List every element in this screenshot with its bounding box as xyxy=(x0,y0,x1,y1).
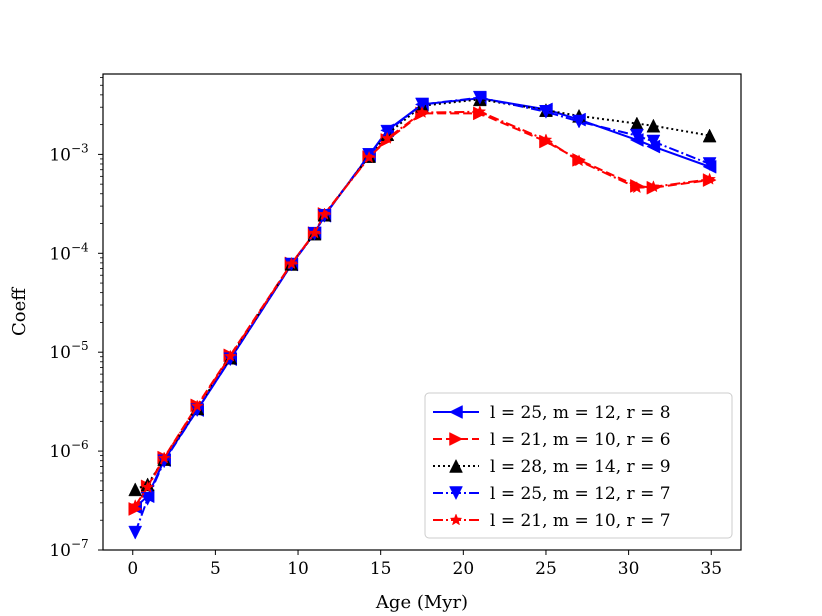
series-line xyxy=(134,98,710,491)
legend-item: l = 21, m = 10, r = 7 xyxy=(433,511,671,531)
x-tick-label: 0 xyxy=(127,559,138,579)
legend-marker xyxy=(448,405,463,419)
y-tick-label: 10−6 xyxy=(49,438,88,462)
data-point xyxy=(128,525,143,540)
plot-frame xyxy=(102,73,742,551)
data-point xyxy=(157,451,171,464)
data-point xyxy=(572,154,586,167)
legend-box xyxy=(424,392,733,539)
legend-item: l = 28, m = 14, r = 9 xyxy=(433,457,671,477)
y-tick-label: 10−5 xyxy=(49,339,88,363)
legend-label: l = 25, m = 12, r = 7 xyxy=(490,484,671,504)
series-layer xyxy=(128,90,717,540)
data-point xyxy=(362,150,376,163)
legend-marker xyxy=(449,458,463,473)
x-axis-label: Age (Myr) xyxy=(375,592,468,613)
legend-label: l = 28, m = 14, r = 9 xyxy=(490,457,671,477)
legend: l = 25, m = 12, r = 8 l = 21, m = 10, r =… xyxy=(424,392,733,539)
data-point xyxy=(380,124,395,139)
data-point xyxy=(539,104,553,119)
data-point xyxy=(702,157,717,172)
x-tick-label: 30 xyxy=(618,559,640,579)
data-point xyxy=(473,105,487,118)
data-point xyxy=(415,97,429,112)
data-point xyxy=(630,181,644,194)
series-5 xyxy=(128,105,716,512)
legend-marker xyxy=(449,486,463,501)
data-point xyxy=(572,114,586,129)
data-point xyxy=(128,482,143,497)
data-point xyxy=(702,128,717,143)
data-point xyxy=(141,480,154,493)
data-point xyxy=(285,257,298,270)
x-tick-label: 15 xyxy=(370,559,392,579)
x-tick-label: 35 xyxy=(700,559,722,579)
data-point xyxy=(190,399,204,412)
legend-item: l = 21, m = 10, r = 6 xyxy=(433,430,671,450)
y-tick-label: 10−7 xyxy=(49,537,88,561)
data-point xyxy=(629,128,644,143)
data-point xyxy=(140,491,155,506)
x-tick-label: 25 xyxy=(535,559,557,579)
data-point xyxy=(539,133,553,146)
data-point xyxy=(380,131,394,144)
data-point xyxy=(647,180,660,193)
data-point xyxy=(472,90,487,105)
x-tick-label: 5 xyxy=(210,559,221,579)
data-point xyxy=(646,118,661,133)
legend-item: l = 25, m = 12, r = 7 xyxy=(433,484,671,504)
legend-label: l = 21, m = 10, r = 7 xyxy=(490,511,671,531)
data-point xyxy=(318,207,331,220)
legend-item: l = 25, m = 12, r = 8 xyxy=(433,403,671,423)
data-point xyxy=(703,172,716,185)
legend-marker xyxy=(449,432,464,446)
data-point xyxy=(223,349,237,362)
data-point xyxy=(128,499,142,512)
y-tick-label: 10−3 xyxy=(49,141,88,165)
x-tick-label: 10 xyxy=(287,559,309,579)
legend-marker xyxy=(449,513,463,526)
data-point xyxy=(308,226,321,239)
y-tick-label: 10−4 xyxy=(49,240,89,264)
legend-label: l = 25, m = 12, r = 8 xyxy=(490,403,671,423)
legend-label: l = 21, m = 10, r = 6 xyxy=(490,430,671,450)
data-point xyxy=(646,134,661,149)
data-point xyxy=(415,105,429,118)
x-tick-label: 20 xyxy=(453,559,475,579)
y-axis-label: Coeff xyxy=(9,287,30,336)
